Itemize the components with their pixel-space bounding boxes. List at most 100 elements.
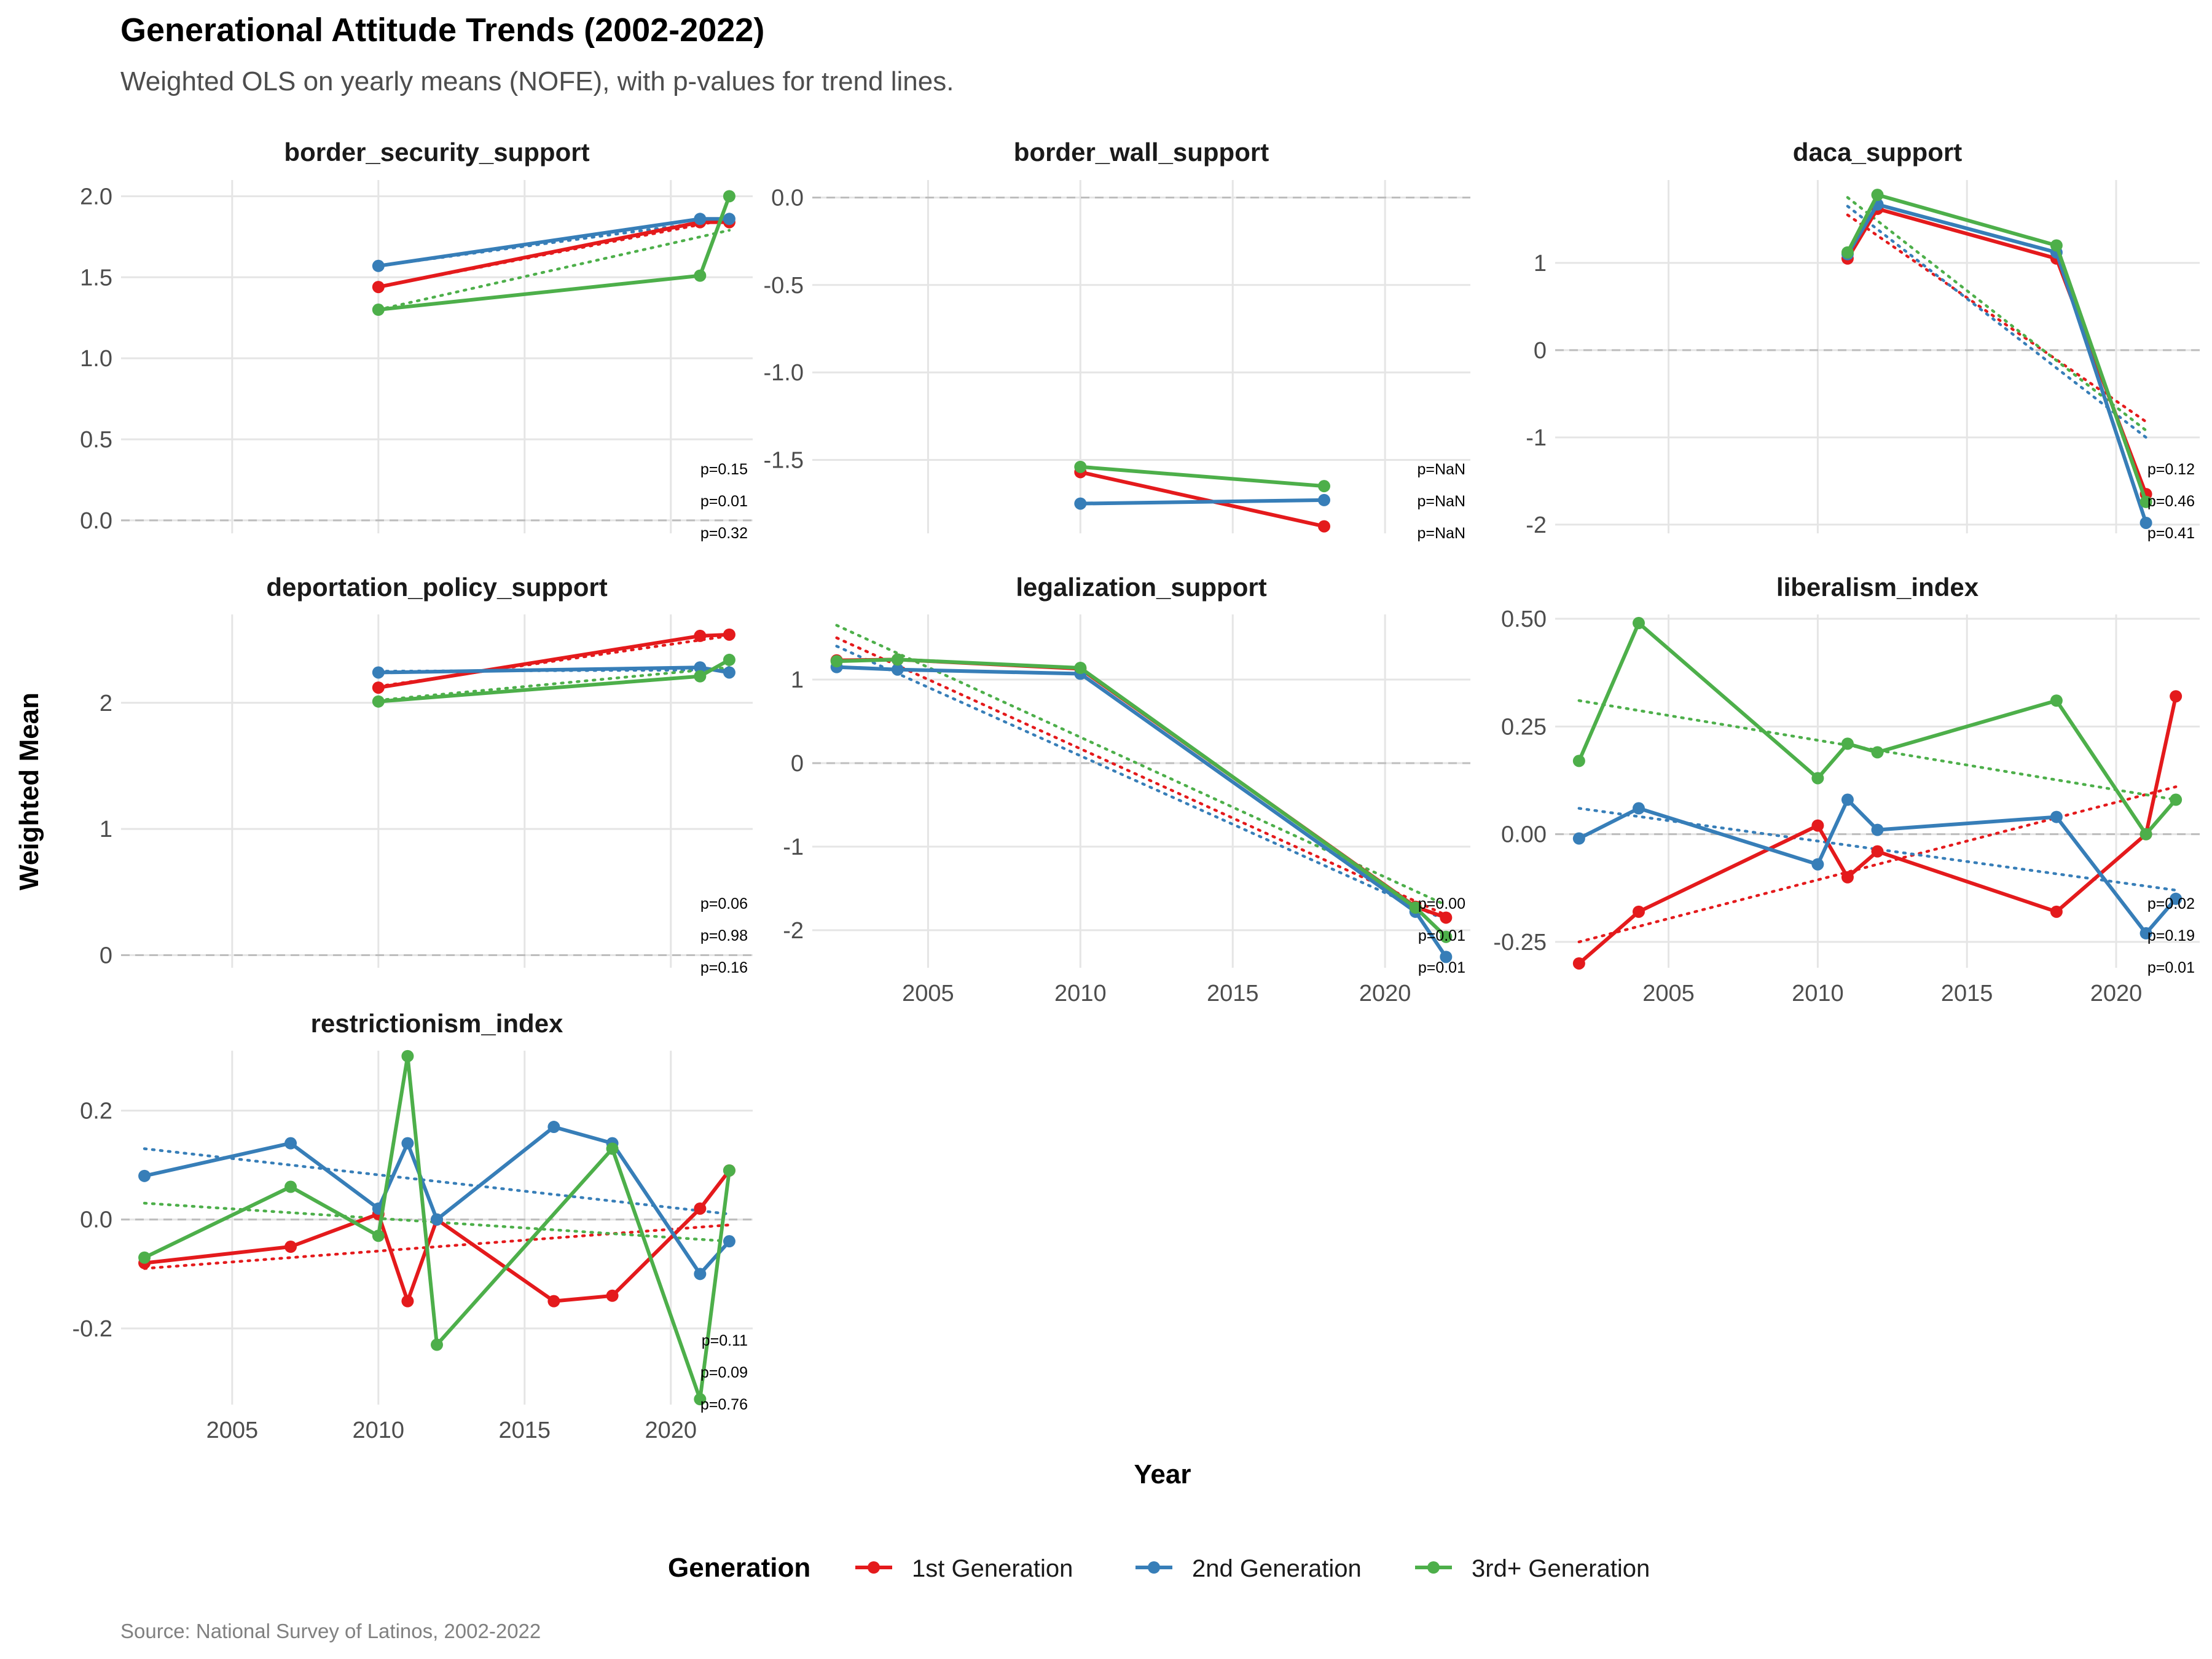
facet-title: border_wall_support: [1014, 138, 1269, 167]
data-point: [694, 1202, 707, 1215]
legend: 1st Generation 2nd Generation 3rd+ Generat…: [855, 1555, 1650, 1582]
data-point: [372, 681, 385, 694]
p-value-label: p=NaN: [1417, 525, 1465, 542]
p-value-label: p=NaN: [1417, 461, 1465, 478]
data-point: [547, 1295, 560, 1308]
data-point: [723, 628, 735, 641]
data-point: [372, 695, 385, 708]
p-value-label: p=0.19: [2147, 927, 2195, 944]
y-axis-label: Weighted Mean: [14, 692, 44, 890]
data-point: [138, 1251, 151, 1264]
y-tick-label: 0: [791, 751, 804, 777]
data-point: [1871, 746, 1884, 759]
data-point: [891, 653, 904, 666]
p-value-label: p=0.32: [700, 525, 748, 542]
data-point: [431, 1338, 443, 1351]
p-value-label: p=0.01: [700, 493, 748, 510]
data-point: [1318, 480, 1330, 493]
facet-title: restrictionism_index: [311, 1009, 563, 1038]
legend-title: Generation: [668, 1553, 810, 1583]
legend-label: 2nd Generation: [1192, 1555, 1362, 1582]
data-point: [372, 1230, 385, 1242]
facet-border_security_support: border_security_support 0.0 0.5 1.0 1.5 2.0 p=…: [80, 138, 753, 542]
p-value-label: p=0.09: [700, 1364, 748, 1381]
p-value-label: p=0.41: [2147, 525, 2195, 542]
facet-title: deportation_policy_support: [266, 573, 607, 602]
p-value-label: p=0.12: [2147, 461, 2195, 478]
legend-label: 1st Generation: [912, 1555, 1073, 1582]
data-point: [2050, 694, 2063, 707]
data-point: [372, 666, 385, 679]
data-point: [1074, 497, 1087, 510]
data-point: [891, 663, 904, 676]
y-tick-label: 0.50: [1501, 606, 1547, 632]
facet-deportation_policy_support: deportation_policy_support 0 1 2 p=0.06 p=0.9…: [100, 573, 753, 976]
y-tick-label: 0.00: [1501, 822, 1547, 848]
data-point: [606, 1289, 619, 1302]
x-tick-label: 2010: [1792, 981, 1844, 1006]
data-point: [723, 213, 735, 226]
facet-daca_support: daca_support 1 0 -1 -2 p=0.12 p=0.46 p=0.41: [1526, 138, 2200, 542]
chart-title: Generational Attitude Trends (2002-2022): [120, 12, 765, 49]
data-point: [606, 1142, 619, 1155]
data-point: [401, 1137, 414, 1150]
data-point: [2139, 495, 2152, 508]
data-point: [694, 213, 707, 226]
data-point: [2139, 927, 2152, 939]
p-value-label: p=NaN: [1417, 493, 1465, 510]
data-point: [1811, 858, 1824, 871]
data-point: [2050, 905, 2063, 918]
y-tick-label: 2: [100, 691, 112, 716]
p-value-label: p=0.01: [2147, 959, 2195, 976]
data-point: [830, 655, 843, 668]
data-point: [1632, 905, 1645, 918]
data-point: [284, 1137, 297, 1150]
data-point: [1572, 832, 1585, 845]
series-line-1: [1577, 696, 2178, 965]
data-point: [1074, 661, 1087, 674]
facet-liberalism_index: liberalism_index 0.50 0.25 0.00 -0.25 2005 201…: [1493, 573, 2200, 1006]
trend-line-2: [835, 645, 1448, 922]
p-value-label: p=0.00: [1418, 895, 1465, 912]
data-point: [694, 661, 707, 674]
y-tick-label: 1.0: [80, 346, 112, 372]
trend-line-1: [1846, 213, 2147, 423]
series-line-2: [1578, 798, 2178, 935]
series-line-3: [1846, 193, 2148, 503]
legend-key-point: [868, 1561, 880, 1574]
series-line-2: [1080, 498, 1325, 506]
data-point: [1632, 617, 1645, 630]
source-caption: Source: National Survey of Latinos, 2002…: [120, 1620, 541, 1642]
legend-label: 3rd+ Generation: [1472, 1555, 1650, 1582]
series-line-1: [1846, 206, 2148, 495]
y-tick-label: 2.0: [80, 184, 112, 210]
y-tick-label: 0.25: [1501, 714, 1547, 740]
y-tick-label: 0.0: [80, 1207, 112, 1233]
series-line-3: [1577, 621, 2178, 836]
x-tick-label: 2020: [1359, 981, 1411, 1006]
y-tick-label: 0.2: [80, 1098, 112, 1124]
data-point: [372, 281, 385, 294]
facet-title: liberalism_index: [1776, 573, 1979, 602]
data-point: [2170, 793, 2183, 806]
x-tick-label: 2015: [1941, 981, 1993, 1006]
data-point: [1318, 520, 1330, 533]
trend-line-3: [377, 666, 731, 702]
trend-line-3: [1846, 196, 2147, 432]
y-tick-label: 0: [100, 943, 112, 968]
data-point: [547, 1121, 560, 1134]
trend-line-1: [835, 636, 1448, 917]
x-axis-label: Year: [1134, 1459, 1191, 1489]
chart-subtitle: Weighted OLS on yearly means (NOFE), wit…: [120, 66, 954, 96]
data-point: [694, 269, 707, 282]
facets-layer: border_security_support 0.0 0.5 1.0 1.5 2.0 p=…: [73, 138, 2200, 1443]
x-tick-label: 2010: [1054, 981, 1107, 1006]
data-point: [401, 1049, 414, 1062]
data-point: [1572, 755, 1585, 767]
data-point: [138, 1169, 151, 1182]
data-point: [1409, 901, 1422, 914]
data-point: [2050, 239, 2063, 252]
x-tick-label: 2005: [1642, 981, 1695, 1006]
data-point: [2139, 516, 2152, 529]
data-point: [401, 1295, 414, 1308]
